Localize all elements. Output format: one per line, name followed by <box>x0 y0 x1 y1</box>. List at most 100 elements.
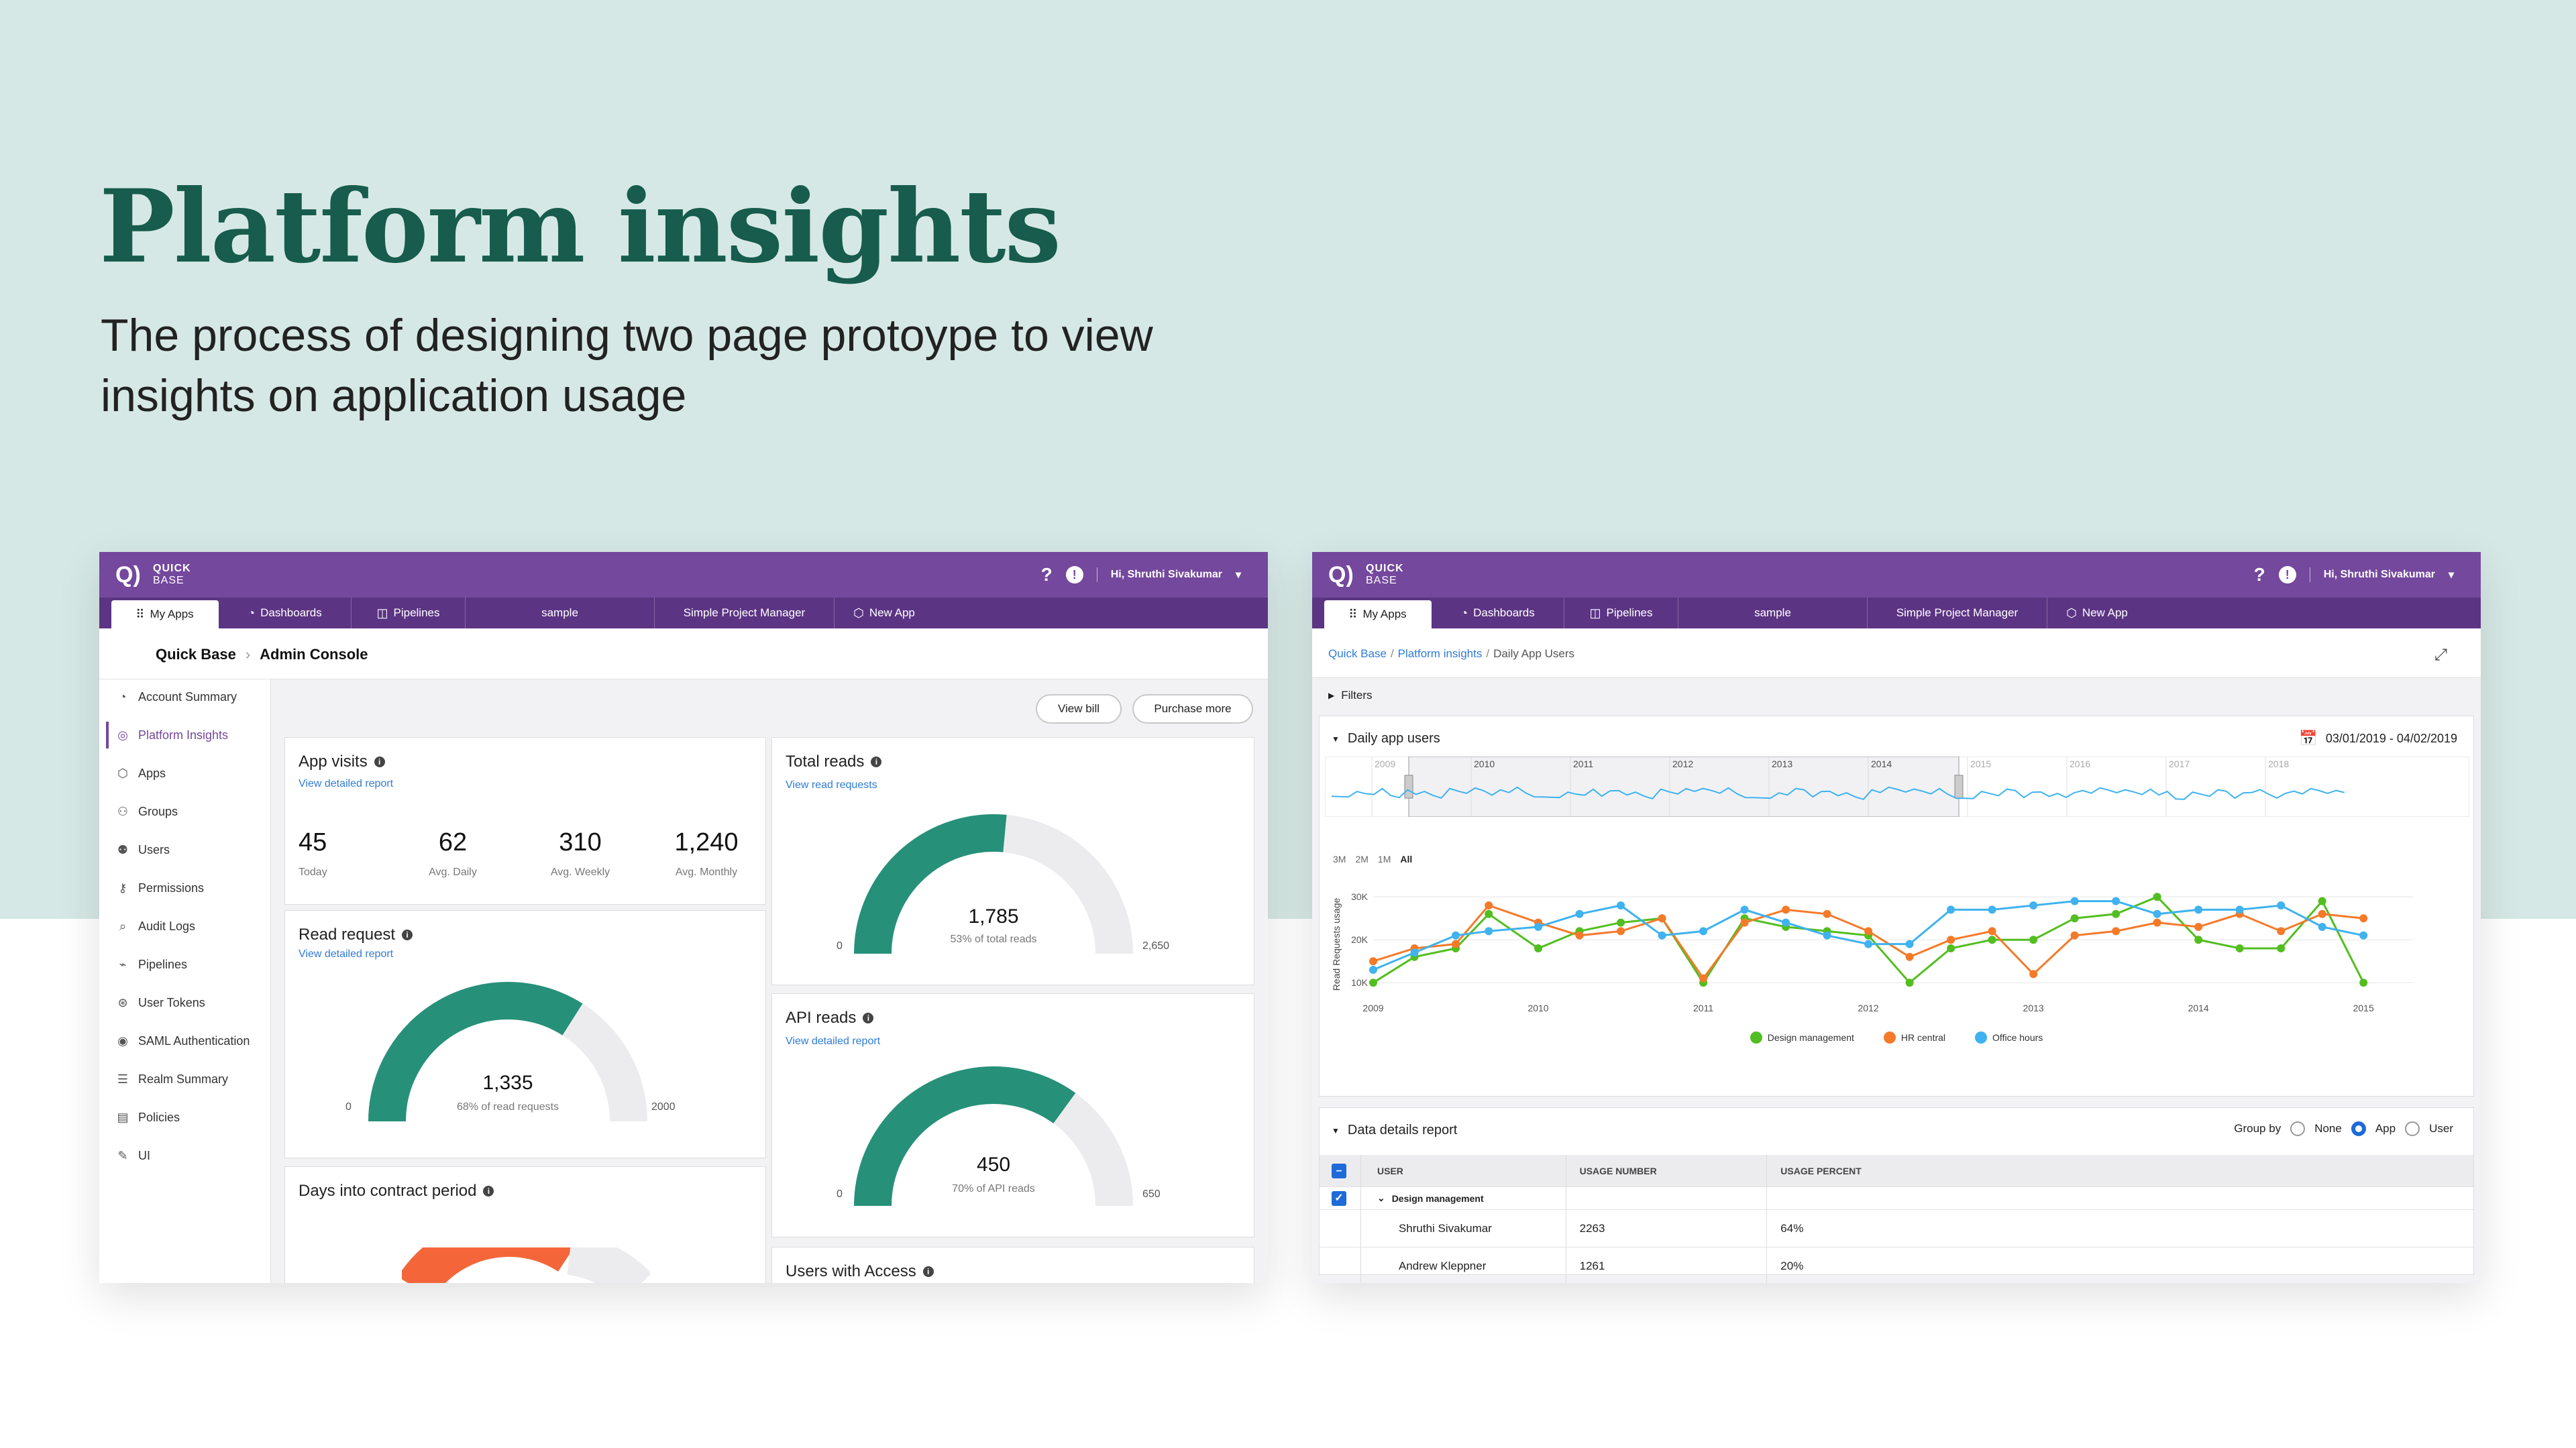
legend-item[interactable]: Office hours <box>1975 1032 2043 1044</box>
data-point[interactable] <box>2070 914 2079 923</box>
data-point[interactable] <box>1699 927 1708 936</box>
data-point[interactable] <box>1452 931 1460 940</box>
alert-icon[interactable]: ! <box>2278 566 2296 583</box>
data-point[interactable] <box>2070 897 2079 905</box>
chevron-down-icon[interactable]: ⌄ <box>1377 1192 1385 1203</box>
data-point[interactable] <box>1699 974 1708 983</box>
api-reads-report-link[interactable]: View detailed report <box>786 1036 881 1047</box>
data-point[interactable] <box>2359 979 2368 987</box>
data-point[interactable] <box>1534 923 1543 931</box>
data-point[interactable] <box>1988 927 1996 936</box>
data-point[interactable] <box>1575 931 1584 940</box>
data-point[interactable] <box>2194 936 2203 944</box>
group-user-radio[interactable] <box>2405 1121 2420 1136</box>
data-point[interactable] <box>1617 901 1625 909</box>
data-point[interactable] <box>1823 909 1831 918</box>
data-point[interactable] <box>1617 918 1625 927</box>
help-icon[interactable]: ? <box>2253 564 2265 585</box>
tab-dashboards[interactable]: ◔ Dashboards <box>1432 598 1564 628</box>
data-point[interactable] <box>2235 905 2244 914</box>
tab-pipelines[interactable]: ◫ Pipelines <box>352 598 466 628</box>
help-icon[interactable]: ? <box>1040 564 1053 585</box>
data-point[interactable] <box>1864 927 1873 936</box>
date-range-picker[interactable]: 📅 03/01/2019 - 04/02/2019 <box>2299 730 2457 746</box>
tab-new-app[interactable]: ⬡ New App <box>2066 606 2128 620</box>
expand-icon[interactable]: ⤢ <box>2434 646 2447 664</box>
breadcrumb-root[interactable]: Quick Base <box>156 646 236 663</box>
data-point[interactable] <box>1740 918 1749 927</box>
table-row[interactable]: Andrew Kleppner 1261 20% <box>1320 1247 2473 1283</box>
data-point[interactable] <box>1534 944 1543 952</box>
data-point[interactable] <box>1485 927 1493 936</box>
user-menu[interactable]: Hi, Shruthi Sivakumar <box>2323 569 2435 580</box>
data-point[interactable] <box>2277 901 2286 909</box>
data-point[interactable] <box>1988 936 1996 944</box>
chevron-down-icon[interactable]: ▾ <box>1235 569 1241 581</box>
tab-dashboards[interactable]: ◔ Dashboards <box>219 598 352 628</box>
data-point[interactable] <box>1782 918 1790 927</box>
sidebar-item-platform-insights[interactable]: ◎ Platform Insights <box>106 722 267 748</box>
data-point[interactable] <box>2359 914 2368 923</box>
group-checkbox[interactable]: ✓ <box>1332 1190 1346 1206</box>
navigator-right-handle[interactable] <box>1954 775 1964 799</box>
data-point[interactable] <box>2318 909 2326 918</box>
caret-down-icon[interactable]: ▼ <box>1332 734 1340 744</box>
sidebar-item-audit-logs[interactable]: ⌕ Audit Logs <box>106 913 267 940</box>
info-icon[interactable]: i <box>871 757 882 767</box>
column-user[interactable]: User <box>1361 1155 1566 1186</box>
data-point[interactable] <box>1369 966 1377 974</box>
chevron-down-icon[interactable]: ▾ <box>2448 569 2454 581</box>
range-navigator[interactable]: 2009 2010 2011 2012 2013 2014 2015 2016 2017 2018 <box>1325 757 2469 817</box>
data-point[interactable] <box>2194 905 2203 914</box>
sidebar-item-pipelines[interactable]: ⌁ Pipelines <box>106 951 267 978</box>
data-point[interactable] <box>1452 940 1460 948</box>
data-point[interactable] <box>2277 944 2286 952</box>
breadcrumb-platform-insights[interactable]: Platform insights <box>1397 647 1483 660</box>
sidebar-item-account-summary[interactable]: ◔ Account Summary <box>106 683 267 710</box>
data-point[interactable] <box>1485 909 1493 918</box>
info-icon[interactable]: i <box>863 1013 874 1023</box>
data-point[interactable] <box>1905 940 1914 948</box>
data-point[interactable] <box>1369 957 1377 966</box>
data-point[interactable] <box>2112 897 2121 905</box>
data-point[interactable] <box>2359 931 2368 940</box>
range-3m-button[interactable]: 3M <box>1333 854 1346 865</box>
tab-simple-project-manager[interactable]: Simple Project Manager <box>1868 598 2047 628</box>
data-point[interactable] <box>2112 909 2121 918</box>
data-point[interactable] <box>1485 901 1493 909</box>
data-point[interactable] <box>1905 979 1914 987</box>
data-point[interactable] <box>2194 923 2203 931</box>
tab-my-apps[interactable]: ⠿ My Apps <box>1324 600 1432 628</box>
data-point[interactable] <box>1905 952 1914 961</box>
data-point[interactable] <box>1823 931 1831 940</box>
data-point[interactable] <box>1782 905 1790 914</box>
data-point[interactable] <box>1864 940 1873 948</box>
sidebar-item-users[interactable]: ⚉ Users <box>106 836 267 863</box>
quickbase-logo[interactable]: Q) QUICK BASE <box>115 561 196 588</box>
data-point[interactable] <box>2070 931 2079 940</box>
range-1m-button[interactable]: 1M <box>1377 854 1391 865</box>
info-icon[interactable]: i <box>402 930 413 940</box>
data-point[interactable] <box>1658 914 1666 923</box>
data-point[interactable] <box>1947 936 1955 944</box>
data-point[interactable] <box>2235 944 2244 952</box>
select-all-checkbox[interactable]: – <box>1332 1163 1346 1178</box>
data-point[interactable] <box>1575 909 1584 918</box>
data-point[interactable] <box>2029 970 2038 979</box>
read-request-report-link[interactable]: View detailed report <box>299 948 394 960</box>
column-usage-number[interactable]: Usage number <box>1566 1155 1768 1186</box>
data-point[interactable] <box>1410 948 1419 957</box>
data-point[interactable] <box>2277 927 2286 936</box>
data-point[interactable] <box>1617 927 1625 936</box>
tab-new-app[interactable]: ⬡ New App <box>853 606 915 620</box>
view-bill-button[interactable]: View bill <box>1036 694 1122 724</box>
group-app-radio[interactable] <box>2351 1121 2366 1136</box>
info-icon[interactable]: i <box>374 757 385 767</box>
total-reads-link[interactable]: View read requests <box>786 779 877 791</box>
caret-down-icon[interactable]: ▼ <box>1332 1125 1340 1135</box>
data-point[interactable] <box>2153 909 2161 918</box>
sidebar-item-user-tokens[interactable]: ⊛ User Tokens <box>106 989 267 1016</box>
data-point[interactable] <box>2029 936 2038 944</box>
sidebar-item-saml-authentication[interactable]: ◉ SAML Authentication <box>106 1027 267 1054</box>
data-point[interactable] <box>1369 979 1377 987</box>
